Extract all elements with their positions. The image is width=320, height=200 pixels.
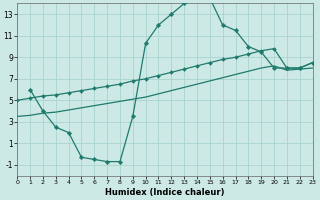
X-axis label: Humidex (Indice chaleur): Humidex (Indice chaleur) xyxy=(105,188,225,197)
